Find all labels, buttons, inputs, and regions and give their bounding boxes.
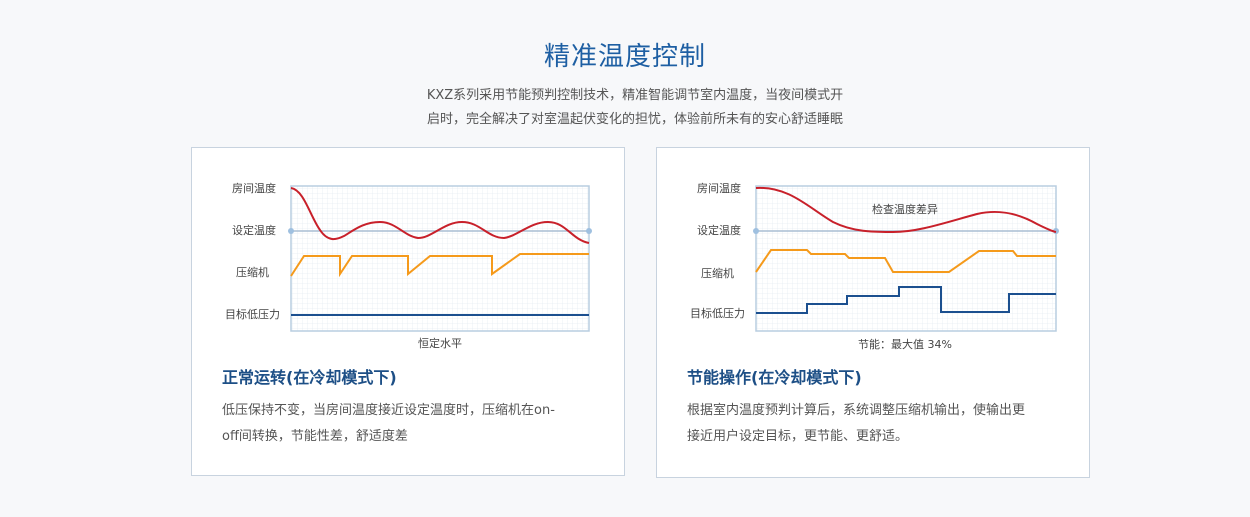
set-temp-marker-right: [586, 228, 592, 234]
desc-line-2: 接近用户设定目标，更节能、更舒适。: [687, 429, 909, 444]
section-intro: KXZ系列采用节能预判控制技术，精准智能调节室内温度，当夜间模式开 启时，完全解…: [395, 84, 875, 132]
label-low-pressure: 目标低压力: [690, 306, 745, 320]
compressor-line: [755, 249, 1056, 273]
intro-line-2: 启时，完全解决了对室温起伏变化的担忧，体验前所未有的安心舒适睡眠: [426, 112, 843, 127]
intro-line-1: KXZ系列采用节能预判控制技术，精准智能调节室内温度，当夜间模式开: [426, 88, 844, 103]
room-temp-curve: [755, 186, 1057, 234]
label-compressor: 压缩机: [701, 266, 734, 280]
normal-operation-diagram: 房间温度 设定温度 压缩机 目标低压力 恒定水平: [225, 181, 592, 350]
normal-operation-card: 房间温度 设定温度 压缩机 目标低压力 恒定水平 正常运转(在冷却模式下) 低压…: [191, 147, 625, 476]
card-description: 低压保持不变，当房间温度接近设定温度时，压缩机在on- off间转换，节能性差，…: [222, 398, 592, 450]
plot-area: [290, 185, 590, 332]
compressor-line: [290, 253, 589, 278]
label-set-temp: 设定温度: [232, 223, 276, 237]
desc-line-2: off间转换，节能性差，舒适度差: [222, 429, 408, 444]
label-set-temp: 设定温度: [697, 223, 741, 237]
set-temp-marker-left: [753, 228, 759, 234]
desc-line-1: 低压保持不变，当房间温度接近设定温度时，压缩机在on-: [222, 403, 555, 418]
label-low-pressure: 目标低压力: [225, 307, 280, 321]
card-title: 节能操作(在冷却模式下): [687, 368, 862, 387]
label-room-temp: 房间温度: [697, 181, 741, 195]
energy-saving-diagram: 房间温度 设定温度 压缩机 目标低压力 检查温度差异 节能：最大值 34%: [690, 181, 1059, 351]
chart-annotation: 检查温度差异: [872, 202, 938, 216]
energy-saving-card: 房间温度 设定温度 压缩机 目标低压力 检查温度差异 节能：最大值 34% 节能…: [656, 147, 1090, 478]
room-temp-curve: [290, 187, 590, 244]
card-title: 正常运转(在冷却模式下): [222, 368, 397, 387]
chart-caption: 节能：最大值 34%: [858, 337, 952, 351]
chart-caption: 恒定水平: [418, 336, 462, 350]
pressure-line: [756, 286, 1056, 314]
label-compressor: 压缩机: [236, 265, 269, 279]
section-title: 精准温度控制: [543, 42, 706, 72]
card-description: 根据室内温度预判计算后，系统调整压缩机输出，使输出更 接近用户设定目标，更节能、…: [687, 398, 1057, 450]
label-room-temp: 房间温度: [232, 181, 276, 195]
set-temp-marker-left: [288, 228, 294, 234]
desc-line-1: 根据室内温度预判计算后，系统调整压缩机输出，使输出更: [687, 403, 1026, 418]
